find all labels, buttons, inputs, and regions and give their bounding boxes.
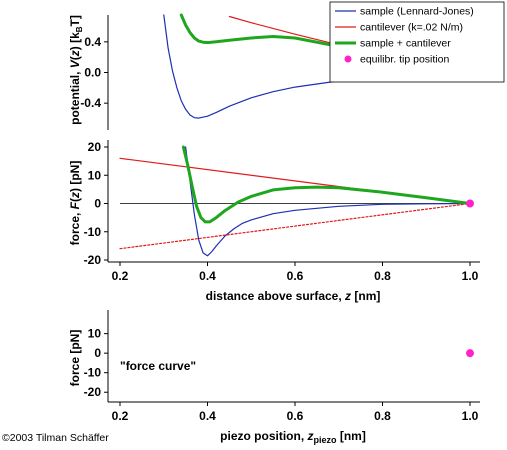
- force-ylabel: force, F(z) [pN]: [68, 161, 82, 246]
- series-line-3: [181, 145, 472, 224]
- legend-label-cantilever: cantilever (k=.02 N/m): [360, 22, 463, 34]
- equilibrium-marker: [466, 349, 474, 358]
- legend-label-sample: sample (Lennard-Jones): [360, 6, 474, 18]
- xtick-label: 0.6: [287, 409, 304, 423]
- ytick-label: 0: [94, 197, 101, 211]
- ytick-label: -10: [84, 366, 102, 380]
- force-curve-panel: force [pN] 10 0 -10 -20 0.2 0.4 0.6 0.8 1.0 "fo…: [68, 310, 480, 445]
- force-curve-title: "force curve": [120, 359, 196, 373]
- force-curve-xlabel: piezo position, zpiezo [nm]: [220, 429, 366, 445]
- force-series: [119, 145, 474, 257]
- xtick-label: 0.8: [374, 409, 391, 423]
- ytick-label: -20: [84, 253, 102, 267]
- force-xticks: 0.2 0.4 0.6 0.8 1.0: [112, 262, 479, 283]
- ytick-label: -20: [84, 385, 102, 399]
- xtick-label: 0.4: [199, 269, 216, 283]
- ytick-label: -0.4: [80, 96, 101, 110]
- xtick-label: 0.2: [112, 409, 129, 423]
- potential-yticks: 0.4 0.0 -0.4: [80, 35, 108, 110]
- force-curve-ylabel: force [pN]: [68, 330, 82, 387]
- copyright-text: ©2003 Tilman Schäffer: [2, 432, 109, 444]
- xtick-label: 0.6: [287, 269, 304, 283]
- legend: sample (Lennard-Jones) cantilever (k=.02…: [329, 1, 505, 83]
- xtick-label: 1.0: [462, 269, 479, 283]
- ytick-label: -10: [84, 225, 102, 239]
- series-line-0: [185, 146, 471, 257]
- potential-panel: potential, V(z) [kBT] 0.4 0.0 -0.4 sample …: [68, 1, 505, 130]
- series-line-2: [119, 202, 471, 250]
- equilibrium-marker: [466, 199, 474, 208]
- ytick-label: 0.4: [84, 35, 101, 49]
- ytick-label: 0: [94, 346, 101, 360]
- ytick-label: 0.0: [84, 66, 101, 80]
- force-curve-xticks: 0.2 0.4 0.6 0.8 1.0: [112, 402, 479, 423]
- force-yticks: 20 10 0 -10 -20: [84, 140, 108, 267]
- potential-ylabel: potential, V(z) [kBT]: [68, 15, 84, 125]
- ytick-label: 10: [88, 168, 102, 182]
- legend-box: [329, 1, 505, 83]
- xtick-label: 0.8: [374, 269, 391, 283]
- xtick-label: 0.2: [112, 269, 129, 283]
- legend-swatch-equilibrium: [344, 55, 352, 63]
- force-curve-markers: [466, 349, 474, 358]
- xtick-label: 1.0: [462, 409, 479, 423]
- force-curve-yticks: 10 0 -10 -20: [84, 327, 108, 399]
- legend-label-sum: sample + cantilever: [360, 38, 451, 50]
- legend-label-equilibrium: equilibr. tip position: [360, 54, 449, 66]
- ytick-label: 20: [88, 140, 102, 154]
- xtick-label: 0.4: [199, 409, 216, 423]
- ytick-label: 10: [88, 327, 102, 341]
- force-xlabel: distance above surface, z [nm]: [206, 289, 381, 303]
